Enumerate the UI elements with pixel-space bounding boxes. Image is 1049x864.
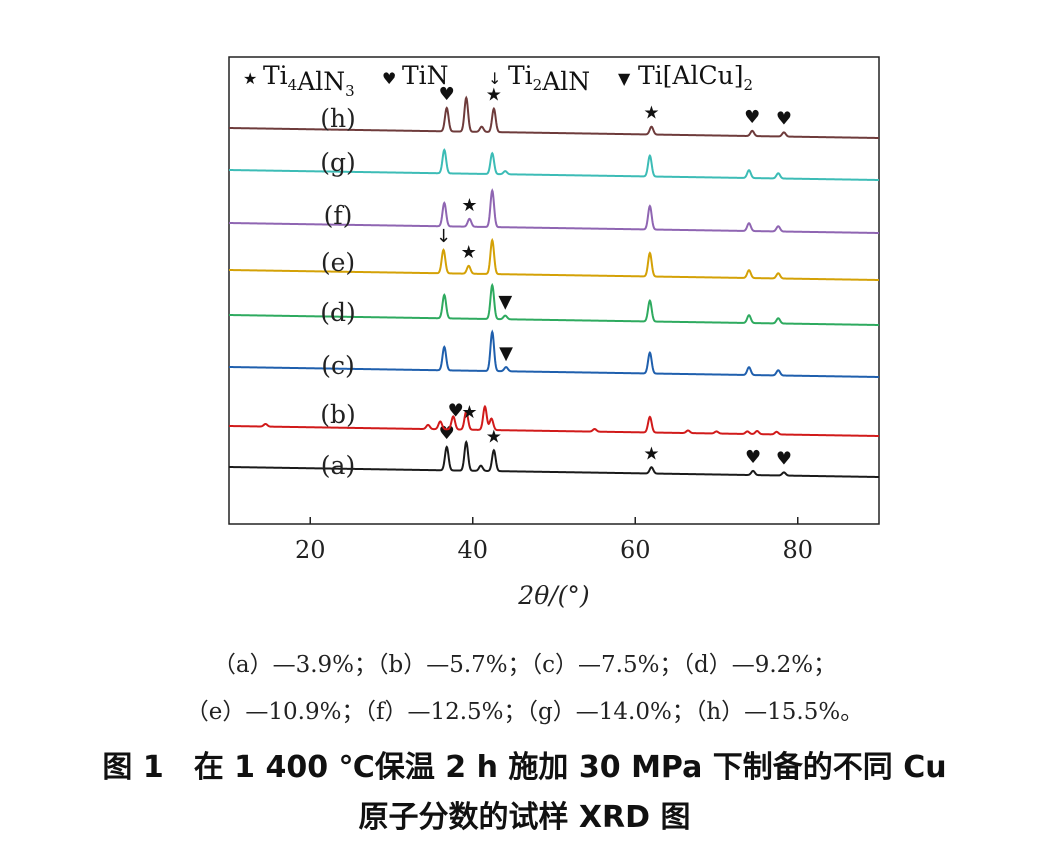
figure-caption-line-2: 原子分数的试样 XRD 图 — [358, 800, 691, 835]
phase-marker: ▼ — [498, 292, 512, 313]
phase-marker: ★ — [461, 195, 477, 216]
series-trace-6 — [228, 148, 880, 181]
phase-marker: ♥ — [744, 107, 760, 128]
legend-label: Ti[AlCu]2 — [638, 61, 753, 94]
x-tick-label: 80 — [782, 536, 813, 564]
phase-marker: ★ — [643, 103, 659, 124]
plot-frame — [228, 56, 880, 525]
series-trace-1 — [228, 404, 880, 437]
series-trace-7 — [228, 95, 880, 139]
legend-marker: ↓ — [488, 69, 501, 88]
phase-marker: ♥ — [439, 84, 455, 105]
sample-note-line-1: （a）—3.9%；（b）—5.7%；（c）—7.5%；（d）—9.2%； — [212, 652, 837, 678]
xrd-traces: (a)♥ ★★ ♥ ♥(b) ♥★(c) ▼(d) ▼(e)↓★(f) ★(g)(h)♥ ★★ ♥… — [228, 84, 880, 480]
x-axis: 20 40 60 80 — [295, 517, 813, 564]
phase-marker: ♥ — [776, 108, 792, 129]
series-trace-5 — [228, 188, 880, 234]
series-trace-0 — [228, 440, 880, 478]
phase-marker: ♥ — [448, 400, 464, 421]
phase-marker: ★ — [461, 242, 477, 263]
x-tick-label: 40 — [457, 536, 488, 564]
phase-marker: ★ — [486, 85, 502, 106]
phase-marker: ★ — [643, 443, 659, 464]
legend-marker: ★ — [243, 69, 257, 88]
phase-marker: ★ — [461, 402, 477, 423]
legend: ★ Ti4AlN3 ♥ TiN ↓ Ti2AlN ▼ Ti[AlCu]2 — [243, 61, 753, 100]
series-label: (c) — [321, 351, 355, 380]
legend-marker: ▼ — [618, 69, 631, 88]
series-label: (d) — [320, 298, 356, 327]
legend-label: TiN — [402, 61, 449, 90]
series-label: (f) — [324, 201, 353, 230]
legend-marker: ♥ — [382, 69, 396, 88]
series-trace-3 — [228, 282, 880, 326]
legend-label: Ti4AlN3 — [263, 61, 355, 100]
phase-marker: ♥ — [776, 448, 792, 469]
series-trace-2 — [228, 329, 880, 378]
phase-marker: ▼ — [499, 343, 513, 364]
x-tick-label: 20 — [295, 536, 326, 564]
x-tick-label: 60 — [620, 536, 651, 564]
series-label: (b) — [320, 400, 356, 429]
series-trace-4 — [228, 237, 880, 281]
phase-marker: ♥ — [439, 423, 455, 444]
series-label: (a) — [321, 451, 355, 480]
phase-marker: ★ — [486, 426, 502, 447]
legend-label: Ti2AlN — [508, 61, 590, 96]
series-label: (e) — [321, 248, 355, 277]
x-axis-label: 2θ/(°) — [517, 581, 589, 610]
xrd-chart: 20 40 60 80 (a)♥ ★★ ♥ ♥(b) ♥★(c) ▼(d) ▼(e)↓★(f) ★(… — [228, 56, 880, 610]
series-label: (g) — [320, 148, 356, 177]
series-label: (h) — [320, 104, 356, 133]
figure-caption-line-1: 图 1 在 1 400 ℃保温 2 h 施加 30 MPa 下制备的不同 Cu — [102, 750, 947, 785]
phase-marker: ↓ — [436, 226, 451, 247]
sample-note-line-2: （e）—10.9%；（f）—12.5%；（g）—14.0%；（h）—15.5%。 — [185, 699, 864, 725]
phase-marker: ♥ — [745, 447, 761, 468]
